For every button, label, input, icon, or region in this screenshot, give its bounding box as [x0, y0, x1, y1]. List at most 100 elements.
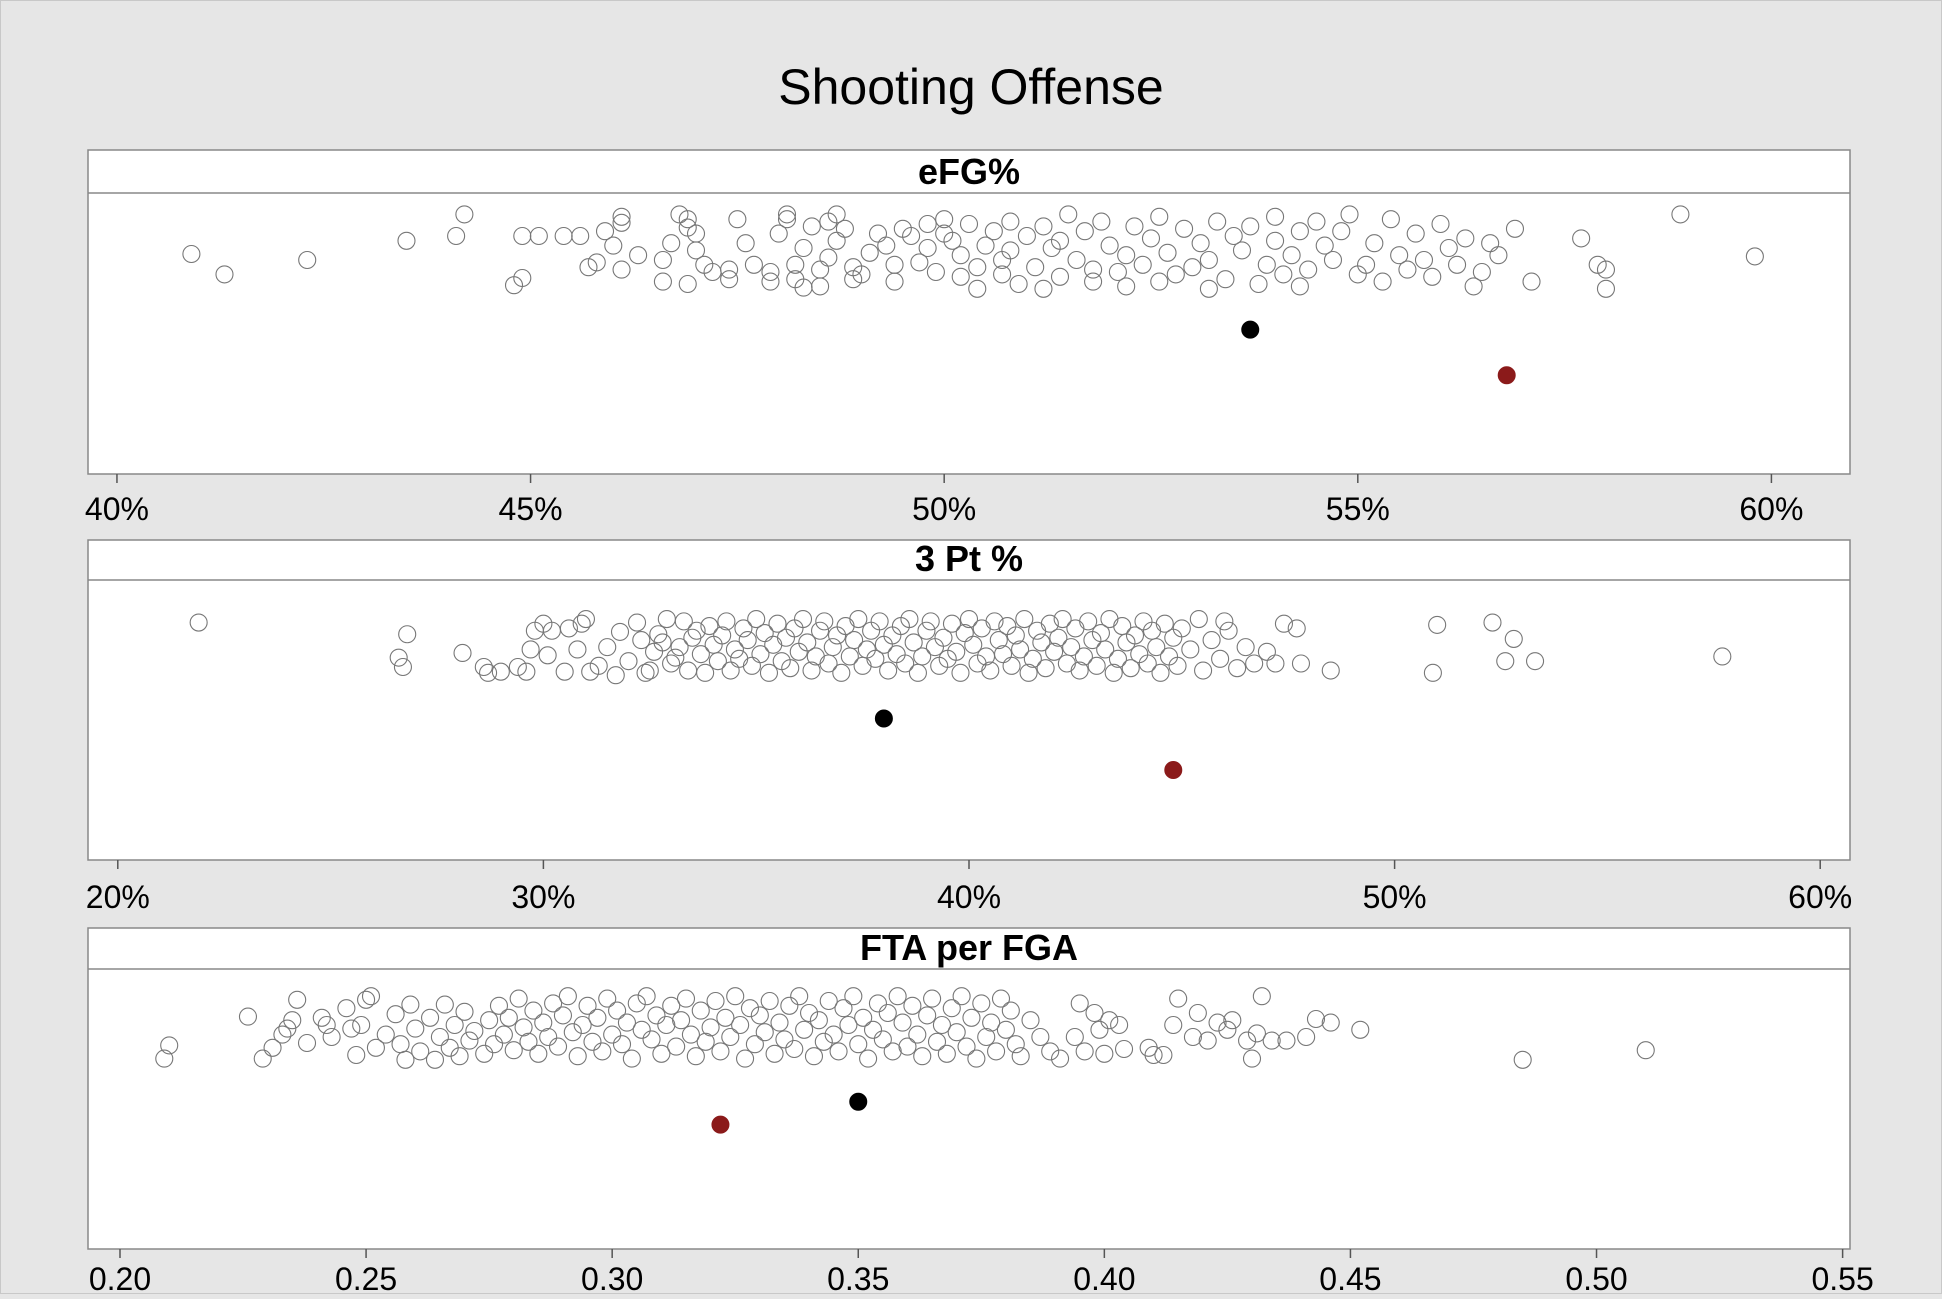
data-point — [863, 1020, 883, 1039]
data-point — [1040, 614, 1059, 633]
panels: eFG% 40% 45% 50% 55% 60% 3 Pt % 20% 30% 40% 50% 60%… — [85, 149, 1874, 1297]
data-point — [1431, 214, 1450, 234]
data-point — [1504, 629, 1523, 648]
data-point — [691, 1001, 710, 1020]
data-point — [1238, 1031, 1257, 1050]
data-point — [819, 248, 838, 267]
data-point — [770, 1013, 789, 1032]
data-point — [790, 987, 809, 1006]
data-point — [1257, 255, 1276, 274]
data-point — [1596, 260, 1616, 279]
data-point — [612, 213, 631, 232]
data-point — [1026, 258, 1045, 277]
data-point — [636, 663, 655, 682]
data-point — [595, 222, 615, 241]
data-point — [1365, 234, 1384, 253]
data-point — [504, 1041, 523, 1060]
data-point — [1428, 615, 1447, 634]
data-point — [1373, 272, 1392, 291]
data-point — [479, 663, 498, 682]
data-point — [657, 1015, 676, 1035]
data-point — [989, 631, 1008, 650]
data-point — [972, 994, 991, 1013]
panel-plot-area — [87, 149, 1851, 475]
data-point — [1009, 274, 1028, 294]
data-point — [1266, 231, 1285, 250]
data-point — [921, 612, 940, 631]
data-point — [1100, 236, 1119, 255]
data-point — [781, 659, 800, 678]
data-point — [1036, 659, 1055, 678]
data-point — [1164, 1015, 1183, 1035]
data-point — [716, 1008, 735, 1027]
data-point — [902, 226, 921, 246]
data-point — [1199, 250, 1218, 270]
data-point — [1464, 277, 1483, 296]
x-tick-label: 55% — [1326, 491, 1390, 527]
data-point — [1291, 654, 1311, 673]
data-point — [810, 621, 830, 640]
data-point — [1513, 1050, 1532, 1069]
data-point — [1191, 234, 1210, 253]
data-point — [544, 994, 563, 1013]
data-point — [1155, 614, 1174, 633]
data-point — [678, 210, 697, 229]
data-point — [959, 609, 979, 629]
data-point — [868, 994, 887, 1013]
data-point — [1050, 231, 1070, 250]
data-point — [627, 994, 646, 1013]
data-point — [968, 258, 987, 277]
data-point — [993, 265, 1012, 284]
data-point — [918, 238, 937, 258]
data-point — [1489, 246, 1508, 265]
data-point — [755, 1023, 774, 1042]
data-point — [795, 1020, 814, 1039]
data-point — [947, 642, 966, 661]
data-point — [376, 1025, 395, 1044]
data-point — [589, 656, 608, 675]
highlight-point-black — [874, 709, 893, 728]
data-point — [1108, 262, 1127, 282]
data-point — [981, 661, 1000, 680]
data-point — [761, 262, 780, 282]
data-point — [829, 1042, 848, 1061]
highlight-point-red — [711, 1115, 730, 1134]
data-point — [484, 1035, 504, 1054]
data-point — [1121, 659, 1140, 678]
data-point — [342, 1019, 361, 1038]
data-point — [238, 1007, 258, 1026]
panel-title: FTA per FGA — [860, 927, 1078, 968]
x-tick-label: 0.50 — [1565, 1261, 1627, 1294]
data-point — [750, 1006, 769, 1025]
data-point — [1150, 272, 1169, 291]
data-point — [1636, 1041, 1655, 1060]
data-point — [398, 625, 417, 644]
data-point — [1588, 255, 1607, 274]
data-point — [666, 648, 685, 667]
data-point — [678, 274, 697, 294]
data-point — [720, 270, 739, 289]
data-point — [1133, 255, 1152, 274]
data-point — [1085, 1003, 1104, 1023]
data-point — [189, 613, 208, 632]
data-point — [1287, 619, 1306, 638]
data-point — [529, 1044, 548, 1063]
data-point — [1002, 656, 1021, 675]
data-point — [839, 1015, 858, 1035]
data-point — [401, 995, 420, 1014]
data-point — [1215, 612, 1234, 631]
data-point — [386, 1005, 405, 1024]
data-point — [777, 210, 797, 229]
data-point — [667, 1037, 686, 1056]
x-tick-label: 45% — [499, 491, 563, 527]
data-point — [366, 1038, 385, 1057]
data-point — [1125, 626, 1145, 645]
data-point — [686, 1047, 705, 1066]
panel-title: 3 Pt % — [915, 538, 1023, 579]
data-point — [1208, 212, 1227, 231]
data-point — [780, 996, 799, 1015]
data-point — [879, 661, 898, 680]
data-point — [827, 205, 846, 224]
data-point — [1266, 654, 1285, 673]
